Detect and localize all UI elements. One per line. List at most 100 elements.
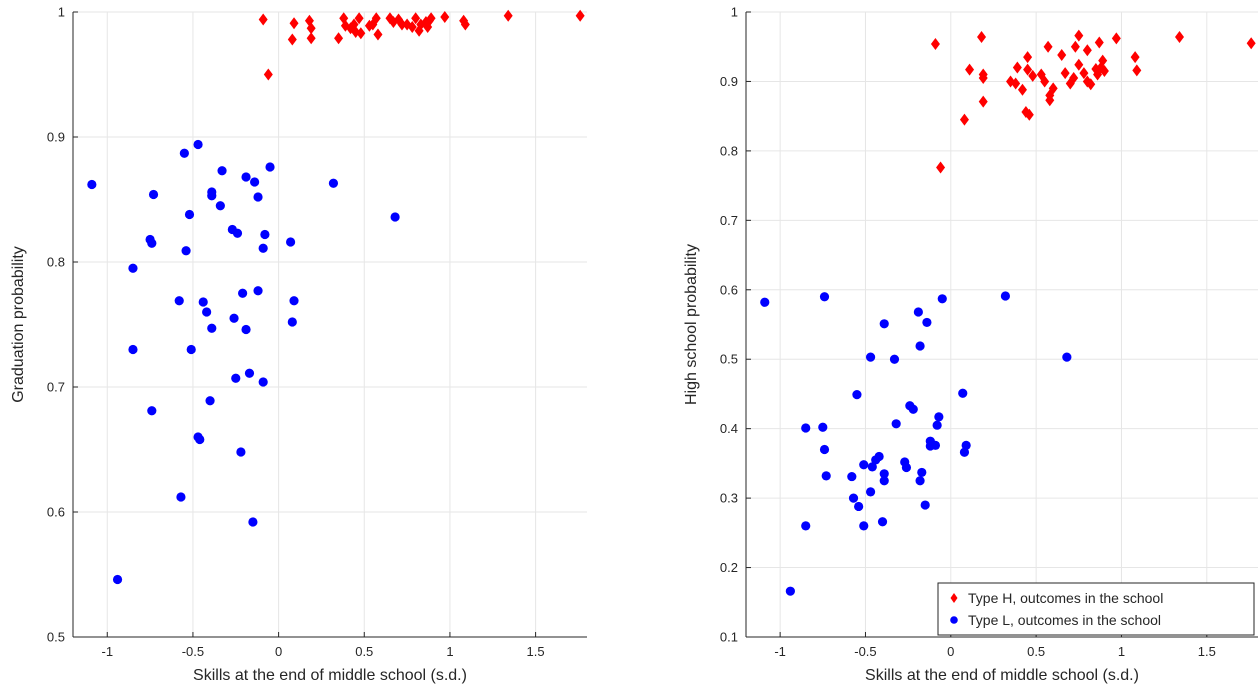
y-tick-label: 0.8 bbox=[720, 143, 738, 158]
data-point-type-l bbox=[195, 434, 205, 445]
data-point-type-l bbox=[901, 462, 912, 473]
data-point-type-l bbox=[128, 344, 138, 355]
data-point-type-h bbox=[263, 68, 273, 81]
data-point-type-h bbox=[1023, 51, 1033, 64]
data-point-type-h bbox=[1045, 94, 1055, 107]
data-point-type-h bbox=[978, 95, 988, 108]
data-point-type-h bbox=[1060, 67, 1070, 80]
data-point-type-l bbox=[390, 212, 400, 222]
data-point-type-h bbox=[356, 27, 366, 40]
data-point-type-l bbox=[112, 574, 123, 585]
data-point-type-h bbox=[1098, 54, 1108, 67]
data-point-type-l bbox=[819, 292, 830, 302]
data-point-type-h bbox=[1048, 82, 1058, 95]
y-tick-label: 0.9 bbox=[720, 74, 738, 89]
data-point-type-l bbox=[207, 187, 217, 197]
data-point-type-h bbox=[1130, 51, 1140, 64]
data-point-type-h bbox=[1079, 67, 1089, 80]
data-point-type-h bbox=[306, 22, 316, 35]
data-point-type-l bbox=[202, 307, 212, 317]
y-tick-label: 0.5 bbox=[47, 630, 65, 645]
data-point-type-l bbox=[176, 492, 186, 502]
data-point-type-h bbox=[936, 161, 946, 174]
data-point-type-l bbox=[879, 319, 889, 329]
data-point-type-l bbox=[934, 412, 944, 422]
data-point-type-h bbox=[978, 71, 988, 84]
data-point-type-l bbox=[244, 368, 255, 378]
y-tick-label: 0.7 bbox=[720, 213, 738, 228]
data-point-type-h bbox=[1028, 69, 1038, 82]
data-point-type-l bbox=[236, 447, 246, 457]
data-point-type-h bbox=[460, 18, 470, 31]
x-tick-label: -1 bbox=[774, 644, 786, 659]
data-point-type-h bbox=[1011, 77, 1021, 90]
data-point-type-l bbox=[215, 201, 225, 211]
data-point-type-l bbox=[818, 422, 828, 432]
data-point-type-l bbox=[231, 373, 241, 383]
legend-marker-type-l bbox=[950, 616, 958, 624]
y-tick-label: 0.1 bbox=[720, 630, 738, 645]
y-tick-label: 0.3 bbox=[720, 491, 738, 506]
x-tick-label: 1 bbox=[446, 644, 453, 659]
y-tick-label: 1 bbox=[58, 5, 65, 20]
data-point-type-h bbox=[1094, 36, 1104, 49]
x-tick-label: 0 bbox=[947, 644, 954, 659]
data-point-type-h bbox=[1111, 32, 1121, 45]
data-point-type-l bbox=[961, 440, 971, 450]
data-point-type-l bbox=[1062, 352, 1072, 362]
data-point-type-l bbox=[179, 148, 189, 158]
data-point-type-l bbox=[848, 493, 859, 503]
data-point-type-l bbox=[852, 390, 862, 400]
series-type-h bbox=[258, 9, 585, 81]
data-point-type-l bbox=[917, 467, 927, 478]
data-point-type-l bbox=[760, 297, 770, 307]
data-point-type-l bbox=[915, 476, 925, 486]
data-point-type-h bbox=[1246, 37, 1256, 50]
data-point-type-l bbox=[258, 377, 268, 387]
series-type-l bbox=[87, 139, 400, 585]
data-point-type-l bbox=[865, 487, 876, 497]
data-point-type-h bbox=[1024, 108, 1034, 121]
data-point-type-l bbox=[147, 238, 157, 248]
data-point-type-l bbox=[207, 323, 217, 333]
data-point-type-h bbox=[1074, 29, 1084, 42]
data-point-type-h bbox=[1057, 49, 1067, 62]
data-point-type-h bbox=[354, 12, 364, 25]
data-point-type-l bbox=[205, 396, 215, 406]
data-point-type-h bbox=[977, 31, 987, 43]
data-point-type-h bbox=[287, 33, 297, 46]
data-point-type-l bbox=[148, 189, 159, 200]
data-point-type-l bbox=[198, 297, 208, 307]
y-tick-label: 1 bbox=[731, 5, 738, 20]
data-point-type-h bbox=[306, 32, 316, 45]
data-point-type-l bbox=[193, 139, 203, 150]
data-point-type-h bbox=[930, 37, 940, 50]
data-point-type-h bbox=[397, 18, 407, 31]
data-point-type-l bbox=[229, 313, 239, 323]
data-point-type-h bbox=[959, 113, 969, 126]
legend-box bbox=[937, 582, 1255, 636]
data-point-type-l bbox=[285, 237, 296, 247]
data-point-type-l bbox=[922, 317, 932, 328]
chart-2: -1 -0.5 0 0.5 1 1.5 0.1 0.2 0.3 0.4 0.5 0.6 0.7 0.8 0.… bbox=[683, 5, 1258, 684]
data-point-type-h bbox=[371, 12, 381, 25]
y-axis-label: Graduation probability bbox=[10, 246, 27, 403]
data-point-type-l bbox=[854, 501, 864, 512]
y-tick-label: 0.4 bbox=[720, 421, 738, 436]
data-point-type-l bbox=[253, 286, 263, 296]
data-point-type-l bbox=[174, 296, 184, 306]
data-point-type-l bbox=[821, 471, 831, 481]
data-point-type-l bbox=[865, 352, 876, 362]
data-point-type-l bbox=[874, 451, 884, 462]
x-tick-label: 1 bbox=[1118, 644, 1125, 659]
data-point-type-l bbox=[958, 388, 968, 398]
data-point-type-h bbox=[411, 12, 421, 25]
data-point-type-l bbox=[785, 586, 795, 596]
y-tick-label: 0.2 bbox=[720, 560, 738, 575]
data-point-type-l bbox=[287, 317, 297, 327]
y-tick-label: 0.6 bbox=[47, 505, 65, 520]
x-tick-label: -0.5 bbox=[854, 644, 876, 659]
data-point-type-l bbox=[265, 162, 275, 172]
data-point-type-h bbox=[1023, 63, 1033, 76]
